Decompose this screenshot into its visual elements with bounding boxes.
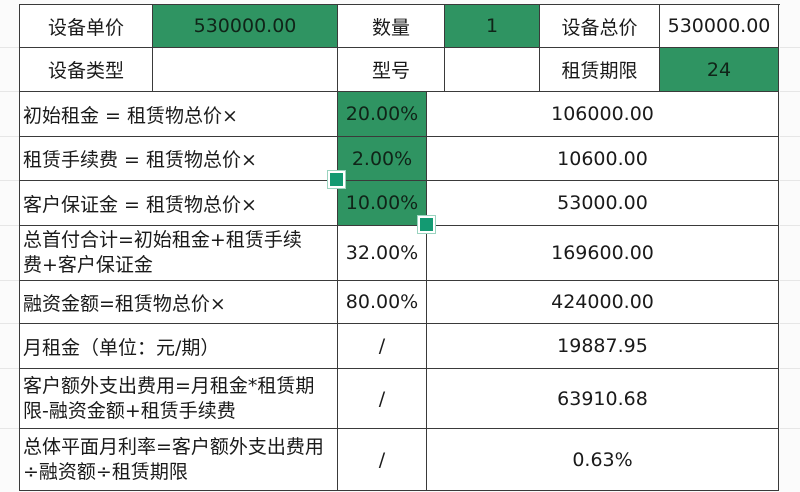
total-price-label-cell[interactable]: 设备总价 — [540, 5, 660, 48]
lease-term-value: 24 — [706, 58, 732, 81]
lease-fee-label: 租赁手续费 = 租赁物总价× — [23, 149, 257, 171]
lease-fee-amount: 10600.00 — [557, 147, 648, 170]
total-price-label: 设备总价 — [561, 16, 638, 39]
monthly-rent-label: 月租金（单位：元/期） — [23, 336, 220, 359]
quantity-label: 数量 — [371, 16, 410, 39]
equipment-type-value-cell[interactable] — [153, 48, 338, 92]
financing-amount-label-cell[interactable]: 融资金额=租赁物总价× — [20, 281, 338, 324]
deposit-amount-cell[interactable]: 53000.00 — [427, 181, 779, 226]
model-value-cell[interactable] — [445, 48, 540, 92]
initial-rent-label: 初始租金 = 租赁物总价× — [23, 104, 238, 127]
extra-cost-rate: / — [378, 387, 386, 410]
initial-rent-rate: 20.00% — [345, 103, 419, 125]
equipment-type-label-cell[interactable]: 设备类型 — [20, 48, 153, 92]
total-down-payment-label-cell[interactable]: 总首付合计=初始租金+租赁手续费+客户保证金 — [20, 226, 338, 281]
monthly-rent-rate-cell[interactable]: / — [338, 324, 427, 369]
selection-handle-top-left[interactable] — [328, 171, 345, 188]
financing-amount-amount-cell[interactable]: 424000.00 — [427, 281, 779, 324]
total-price-value: 530000.00 — [667, 15, 771, 37]
lease-term-label-cell[interactable]: 租赁期限 — [540, 48, 660, 92]
extra-cost-amount: 63910.68 — [557, 387, 648, 410]
initial-rent-amount: 106000.00 — [551, 103, 654, 125]
initial-rent-amount-cell[interactable]: 106000.00 — [427, 92, 779, 137]
deposit-label: 客户保证金 = 租赁物总价× — [23, 193, 257, 216]
financing-amount-label: 融资金额=租赁物总价× — [23, 292, 226, 315]
lease-fee-rate: 2.00% — [351, 147, 413, 170]
quantity-value: 1 — [485, 15, 499, 37]
extra-cost-label-cell[interactable]: 客户额外支出费用=月租金*租赁期限-融资金额+租赁手续费 — [20, 369, 338, 429]
monthly-rent-amount-cell[interactable]: 19887.95 — [427, 324, 779, 369]
monthly-rate-label-cell[interactable]: 总体平面月利率=客户额外支出费用÷融资额÷租赁期限 — [20, 429, 338, 491]
total-down-payment-rate-cell[interactable]: 32.00% — [338, 226, 427, 281]
total-down-payment-amount-cell[interactable]: 169600.00 — [427, 226, 779, 281]
lease-fee-amount-cell[interactable]: 10600.00 — [427, 137, 779, 181]
extra-cost-amount-cell[interactable]: 63910.68 — [427, 369, 779, 429]
equipment-type-label: 设备类型 — [47, 60, 124, 82]
financing-amount-rate-cell[interactable]: 80.00% — [338, 281, 427, 324]
lease-calculation-table: 设备单价 530000.00 数量 1 设备总价 530000.00 设备类型 … — [19, 4, 780, 491]
total-down-payment-rate: 32.00% — [345, 242, 419, 264]
model-label: 型号 — [371, 60, 410, 82]
monthly-rate-amount-cell[interactable]: 0.63% — [427, 429, 779, 491]
total-down-payment-label: 总首付合计=初始租金+租赁手续费+客户保证金 — [23, 229, 302, 276]
extra-cost-label: 客户额外支出费用=月租金*租赁期限-融资金额+租赁手续费 — [23, 374, 315, 422]
financing-amount-rate: 80.00% — [345, 291, 419, 313]
financing-amount-amount: 424000.00 — [551, 291, 654, 313]
initial-rent-rate-cell[interactable]: 20.00% — [338, 92, 427, 137]
monthly-rent-amount: 19887.95 — [557, 335, 648, 357]
unit-price-label: 设备单价 — [47, 16, 124, 39]
lease-term-label: 租赁期限 — [561, 60, 638, 82]
quantity-input-cell[interactable]: 1 — [445, 5, 540, 48]
lease-fee-label-cell[interactable]: 租赁手续费 = 租赁物总价× — [20, 137, 338, 181]
extra-cost-rate-cell[interactable]: / — [338, 369, 427, 429]
unit-price-label-cell[interactable]: 设备单价 — [20, 5, 153, 48]
deposit-amount: 53000.00 — [557, 192, 648, 214]
quantity-label-cell[interactable]: 数量 — [338, 5, 445, 48]
initial-rent-label-cell[interactable]: 初始租金 = 租赁物总价× — [20, 92, 338, 137]
deposit-label-cell[interactable]: 客户保证金 = 租赁物总价× — [20, 181, 338, 226]
monthly-rate-amount: 0.63% — [572, 448, 633, 471]
unit-price-value: 530000.00 — [193, 15, 297, 37]
selection-handle-bottom-right[interactable] — [418, 216, 435, 233]
monthly-rate-rate: / — [378, 448, 386, 471]
monthly-rent-rate: / — [378, 335, 386, 357]
total-price-value-cell[interactable]: 530000.00 — [660, 5, 779, 48]
deposit-rate-cell[interactable]: 10.00% — [338, 181, 427, 226]
lease-term-input-cell[interactable]: 24 — [660, 48, 779, 92]
monthly-rate-rate-cell[interactable]: / — [338, 429, 427, 491]
deposit-rate: 10.00% — [345, 192, 419, 214]
monthly-rate-label: 总体平面月利率=客户额外支出费用÷融资额÷租赁期限 — [23, 435, 324, 483]
total-down-payment-amount: 169600.00 — [551, 242, 654, 264]
lease-fee-rate-cell[interactable]: 2.00% — [338, 137, 427, 181]
model-label-cell[interactable]: 型号 — [338, 48, 445, 92]
monthly-rent-label-cell[interactable]: 月租金（单位：元/期） — [20, 324, 338, 369]
unit-price-input-cell[interactable]: 530000.00 — [153, 5, 338, 48]
